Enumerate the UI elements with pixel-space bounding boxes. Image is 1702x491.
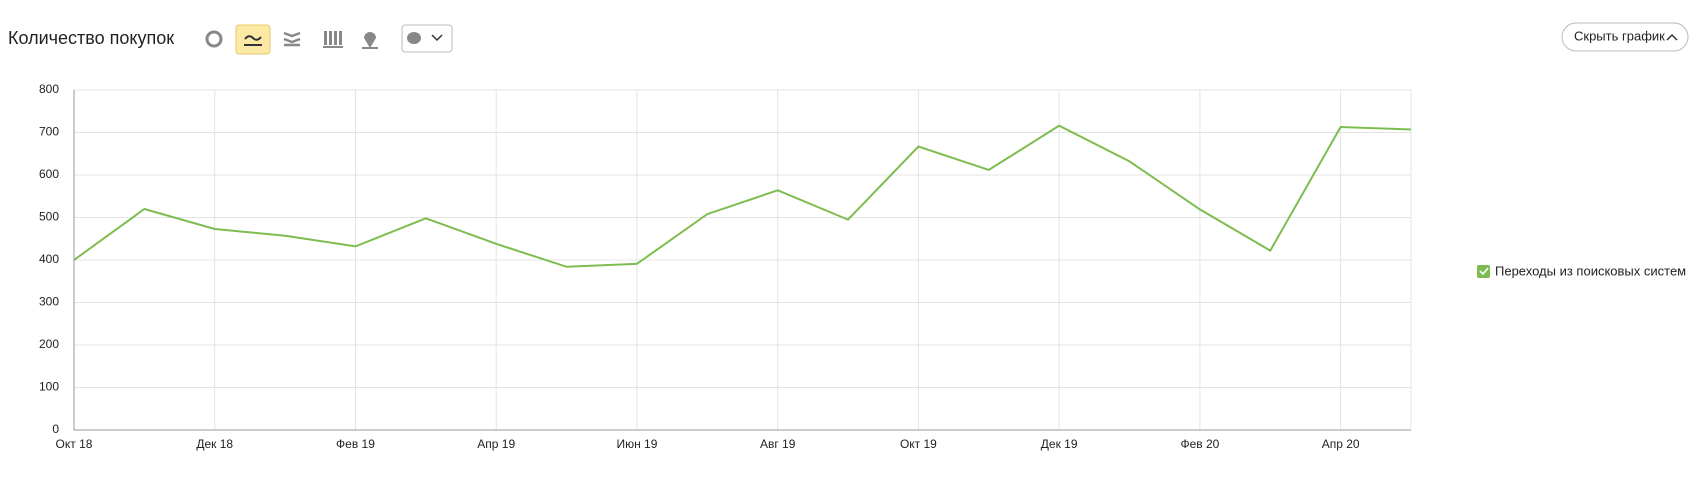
x-tick-label: Окт 19 bbox=[900, 437, 937, 451]
y-tick-label: 100 bbox=[39, 380, 59, 394]
bar-icon[interactable] bbox=[323, 31, 343, 48]
comment-dropdown[interactable] bbox=[401, 24, 453, 53]
pie-icon[interactable] bbox=[205, 30, 223, 48]
map-icon[interactable] bbox=[362, 32, 378, 49]
x-tick-label: Апр 19 bbox=[477, 437, 515, 451]
line-mode-button[interactable] bbox=[235, 24, 271, 55]
x-tick-label: Апр 20 bbox=[1322, 437, 1360, 451]
hide-chart-button[interactable] bbox=[1561, 22, 1689, 52]
x-tick-label: Авг 19 bbox=[760, 437, 796, 451]
hide-chart-label: Скрыть график bbox=[1574, 28, 1665, 43]
area-icon[interactable] bbox=[283, 31, 301, 47]
y-tick-label: 500 bbox=[39, 210, 59, 224]
chart-title: Количество покупок bbox=[8, 28, 174, 48]
x-tick-label: Фев 19 bbox=[336, 437, 375, 451]
line-icon bbox=[244, 35, 262, 46]
y-tick-label: 0 bbox=[52, 422, 59, 436]
y-tick-label: 400 bbox=[39, 252, 59, 266]
series-line bbox=[73, 124, 1412, 268]
y-tick-label: 200 bbox=[39, 337, 59, 351]
x-tick-label: Дек 19 bbox=[1041, 437, 1078, 451]
y-tick-label: 800 bbox=[39, 82, 59, 96]
dropdown-chevron bbox=[431, 34, 443, 42]
y-tick-label: 300 bbox=[39, 295, 59, 309]
legend-label: Переходы из поисковых систем bbox=[1495, 263, 1686, 278]
y-tick-label: 700 bbox=[39, 125, 59, 139]
legend-checkbox[interactable] bbox=[1477, 265, 1490, 278]
check-mark bbox=[1479, 267, 1489, 276]
x-tick-label: Окт 18 bbox=[56, 437, 93, 451]
x-tick-label: Фев 20 bbox=[1180, 437, 1219, 451]
x-tick-label: Июн 19 bbox=[616, 437, 657, 451]
y-tick-label: 600 bbox=[39, 167, 59, 181]
comment-icon bbox=[407, 32, 421, 44]
x-tick-label: Дек 18 bbox=[196, 437, 233, 451]
chevron-up bbox=[1666, 33, 1678, 41]
